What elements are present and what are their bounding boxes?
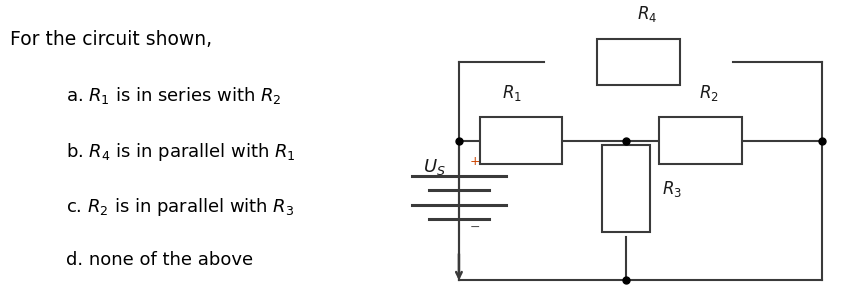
Text: +: + bbox=[470, 155, 480, 168]
Text: $R_4$: $R_4$ bbox=[637, 4, 657, 24]
Text: For the circuit shown,: For the circuit shown, bbox=[10, 30, 212, 49]
Text: $R_1$: $R_1$ bbox=[503, 83, 523, 103]
Text: c. $R_2$ is in parallel with $R_3$: c. $R_2$ is in parallel with $R_3$ bbox=[65, 196, 294, 218]
Text: a. $R_1$ is in series with $R_2$: a. $R_1$ is in series with $R_2$ bbox=[65, 85, 281, 106]
Bar bbox=[597, 39, 680, 85]
Text: b. $R_4$ is in parallel with $R_1$: b. $R_4$ is in parallel with $R_1$ bbox=[65, 141, 295, 163]
Bar bbox=[480, 117, 562, 164]
Text: $R_2$: $R_2$ bbox=[699, 83, 719, 103]
Text: $U_S$: $U_S$ bbox=[423, 157, 446, 177]
Text: d. none of the above: d. none of the above bbox=[65, 251, 252, 269]
Text: −: − bbox=[470, 221, 480, 234]
Bar bbox=[660, 117, 741, 164]
Text: $R_3$: $R_3$ bbox=[662, 179, 682, 199]
Bar bbox=[601, 145, 650, 232]
